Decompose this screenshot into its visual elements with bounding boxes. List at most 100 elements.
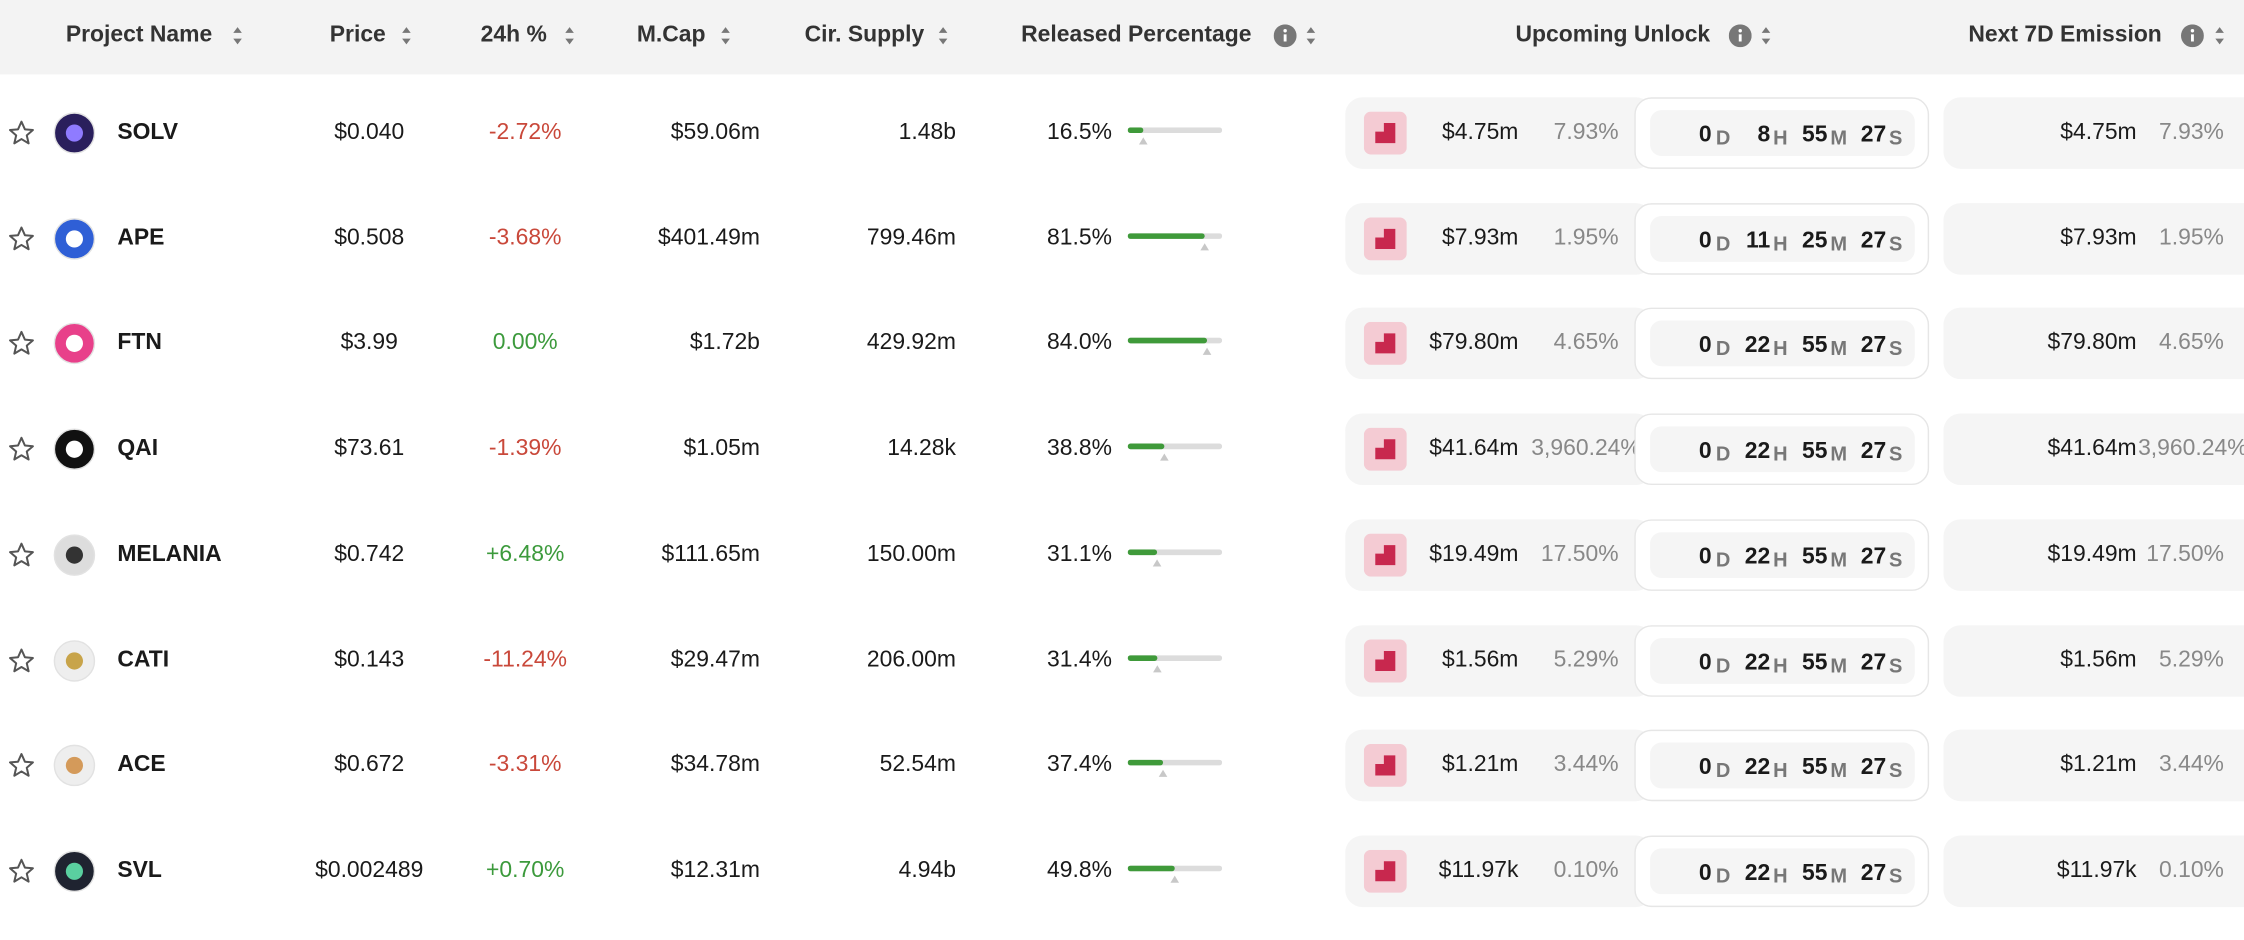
- countdown-number: 55: [1802, 650, 1828, 675]
- info-icon[interactable]: [1273, 24, 1297, 48]
- countdown-unit: M: [1830, 547, 1848, 571]
- column-header[interactable]: Project Name: [65, 22, 213, 48]
- countdown-number: 27: [1860, 439, 1887, 464]
- favorite-star[interactable]: [7, 435, 36, 464]
- info-icon[interactable]: [2180, 24, 2204, 48]
- countdown-unit: S: [1889, 125, 1903, 149]
- sort-icon[interactable]: [720, 26, 731, 46]
- countdown-unit: D: [1715, 653, 1731, 677]
- countdown-unit: S: [1889, 336, 1903, 360]
- sort-icon[interactable]: [564, 26, 575, 46]
- sort-icon[interactable]: [1305, 26, 1316, 46]
- countdown-number: 0: [1698, 333, 1712, 359]
- project-name[interactable]: FTN: [117, 331, 162, 356]
- project-logo: [53, 744, 96, 787]
- emission-percent: 3.44%: [2158, 752, 2224, 778]
- project-name[interactable]: SVL: [117, 858, 162, 883]
- market-cap: $34.78m: [670, 752, 760, 778]
- column-header[interactable]: Upcoming Unlock: [1515, 22, 1711, 48]
- countdown-number: 27: [1860, 333, 1887, 359]
- column-header[interactable]: 24h %: [480, 22, 547, 48]
- circulating-supply: 4.94b: [898, 858, 956, 883]
- released-percentage: 37.4%: [1047, 752, 1112, 778]
- countdown-unit: D: [1715, 125, 1731, 149]
- project-name[interactable]: SOLV: [117, 120, 178, 145]
- unlock-percent: 0.10%: [1553, 858, 1619, 883]
- market-cap: $59.06m: [670, 120, 760, 145]
- countdown-unit: M: [1830, 125, 1848, 149]
- column-header[interactable]: Released Percentage: [1021, 22, 1252, 48]
- countdown-number: 0: [1698, 123, 1712, 148]
- emission-value: $79.80m: [2047, 331, 2137, 356]
- column-header[interactable]: Price: [329, 22, 386, 48]
- emission-card: [1943, 519, 2244, 591]
- favorite-star[interactable]: [7, 751, 36, 780]
- favorite-star[interactable]: [7, 857, 36, 886]
- circulating-supply: 52.54m: [879, 752, 956, 778]
- released-percentage: 31.1%: [1047, 541, 1112, 567]
- released-bar: [1127, 654, 1223, 675]
- circulating-supply: 206.00m: [866, 647, 956, 672]
- countdown-unit: D: [1715, 547, 1731, 571]
- countdown-unit: D: [1715, 758, 1731, 782]
- project-name[interactable]: MELANIA: [117, 541, 222, 567]
- sort-icon[interactable]: [2214, 26, 2225, 46]
- project-name[interactable]: QAI: [117, 436, 159, 461]
- emission-percent: 4.65%: [2158, 331, 2224, 356]
- released-bar: [1127, 443, 1223, 464]
- column-header[interactable]: Next 7D Emission: [1968, 22, 2162, 48]
- info-icon[interactable]: [1728, 24, 1752, 48]
- countdown-unit: D: [1715, 442, 1731, 466]
- emission-percent: 17.50%: [2146, 541, 2224, 567]
- countdown-inner: [1650, 215, 1915, 262]
- released-percentage: 38.8%: [1047, 436, 1112, 461]
- unlock-value: $19.49m: [1429, 541, 1519, 567]
- circulating-supply: 150.00m: [866, 541, 956, 567]
- countdown-unit: H: [1773, 653, 1788, 677]
- countdown-number: 22: [1744, 650, 1771, 675]
- project-name[interactable]: ACE: [117, 752, 166, 778]
- countdown-number: 8: [1757, 123, 1771, 148]
- project-name[interactable]: APE: [117, 225, 165, 250]
- released-bar: [1127, 549, 1223, 569]
- countdown-unit: H: [1773, 758, 1788, 782]
- sort-icon[interactable]: [232, 26, 243, 46]
- countdown-number: 0: [1698, 544, 1712, 570]
- project-name[interactable]: CATI: [117, 647, 170, 672]
- countdown-inner: [1650, 321, 1915, 367]
- sort-icon[interactable]: [401, 26, 412, 46]
- unlock-icon: [1363, 111, 1407, 155]
- countdown-number: 22: [1744, 861, 1771, 886]
- emission-percent: 1.95%: [2158, 225, 2224, 250]
- countdown-number: 27: [1860, 650, 1887, 675]
- price-change: -11.24%: [483, 647, 568, 672]
- favorite-star[interactable]: [7, 224, 36, 253]
- countdown-number: 22: [1744, 755, 1771, 780]
- released-bar: [1127, 759, 1223, 780]
- favorite-star[interactable]: [7, 541, 36, 570]
- countdown-unit: S: [1889, 758, 1903, 782]
- emission-value: $1.56m: [2060, 647, 2137, 672]
- circulating-supply: 1.48b: [898, 120, 956, 145]
- unlock-percent: 5.29%: [1553, 647, 1619, 672]
- countdown-unit: H: [1773, 863, 1788, 887]
- column-header[interactable]: Cir. Supply: [804, 22, 925, 48]
- unlock-percent: 3.44%: [1553, 752, 1619, 778]
- sort-icon[interactable]: [1760, 26, 1771, 46]
- favorite-star[interactable]: [7, 119, 36, 148]
- emission-percent: 3,960.24%: [2138, 436, 2244, 461]
- released-percentage: 81.5%: [1047, 225, 1112, 250]
- favorite-star[interactable]: [7, 330, 36, 359]
- emission-value: $4.75m: [2060, 120, 2137, 145]
- circulating-supply: 429.92m: [866, 331, 956, 356]
- favorite-star[interactable]: [7, 646, 36, 675]
- countdown-inner: [1650, 848, 1915, 895]
- sort-icon[interactable]: [937, 26, 948, 46]
- unlock-percent: 4.65%: [1553, 331, 1619, 356]
- countdown-unit: M: [1830, 442, 1848, 466]
- released-fill: [1127, 549, 1158, 555]
- project-logo: [53, 639, 96, 682]
- countdown-number: 25: [1802, 228, 1828, 253]
- table-header: [0, 0, 2244, 75]
- column-header[interactable]: M.Cap: [636, 22, 706, 48]
